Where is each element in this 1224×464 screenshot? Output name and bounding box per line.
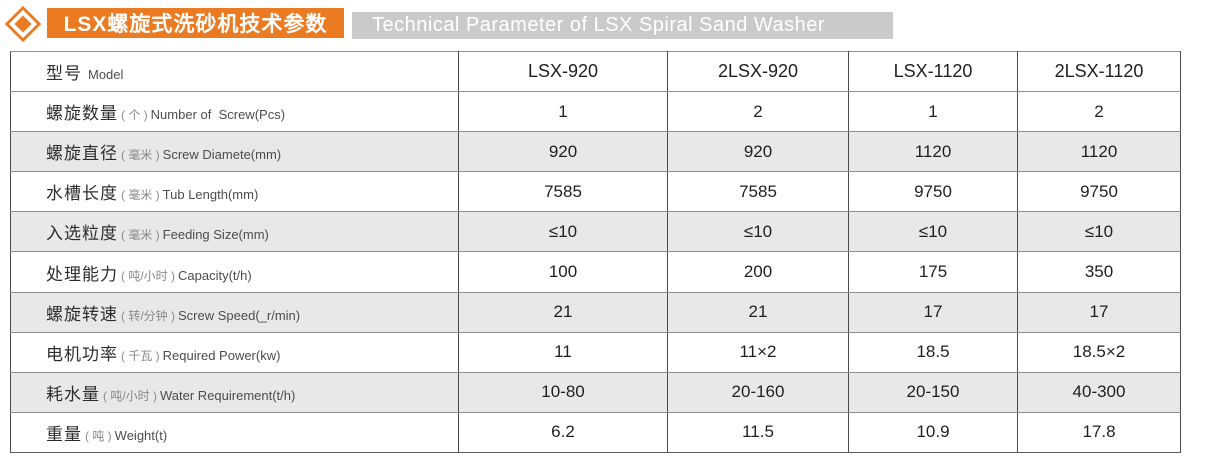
param-label: 螺旋转速( 转/分钟 ) Screw Speed(_r/min) bbox=[10, 291, 459, 333]
table-row-water-requirement: 耗水量( 吨/小时 ) Water Requirement(t/h) 10-80 … bbox=[10, 371, 1181, 413]
param-label: 处理能力( 吨/小时 ) Capacity(t/h) bbox=[10, 251, 459, 293]
param-value: 200 bbox=[667, 251, 849, 293]
param-label-cn: 水槽长度 bbox=[46, 184, 118, 204]
param-label-en: Tub Length(mm) bbox=[162, 187, 259, 203]
param-value: 1120 bbox=[1017, 131, 1181, 173]
param-label-paren: ( 吨/小时 ) bbox=[103, 388, 157, 403]
param-value: 1 bbox=[848, 91, 1018, 133]
param-value: 175 bbox=[848, 251, 1018, 293]
param-label-en: Model bbox=[88, 67, 124, 83]
param-value: ≤10 bbox=[667, 211, 849, 253]
param-value: ≤10 bbox=[1017, 211, 1181, 253]
param-label-cn: 螺旋转速 bbox=[46, 304, 118, 324]
param-value: 6.2 bbox=[458, 411, 668, 454]
param-value: 2 bbox=[667, 91, 849, 133]
param-value: 10.9 bbox=[848, 411, 1018, 454]
param-label-en: Required Power(kw) bbox=[162, 347, 281, 363]
param-label-cn: 重量 bbox=[46, 424, 82, 444]
param-value: 7585 bbox=[667, 171, 849, 213]
table-row-tub-length: 水槽长度( 毫米 ) Tub Length(mm) 7585 7585 9750 … bbox=[10, 171, 1181, 213]
param-value: ≤10 bbox=[848, 211, 1018, 253]
param-value: 920 bbox=[667, 131, 849, 173]
param-value: ≤10 bbox=[458, 211, 668, 253]
param-value: 20-160 bbox=[667, 371, 849, 413]
param-value: 18.5 bbox=[848, 331, 1018, 373]
param-label-cn: 螺旋数量 bbox=[46, 104, 118, 124]
param-value: LSX-1120 bbox=[848, 50, 1018, 93]
table-row-screw-diameter: 螺旋直径( 毫米 ) Screw Diamete(mm) 920 920 1120… bbox=[10, 131, 1181, 173]
param-label-en: Feeding Size(mm) bbox=[162, 227, 269, 243]
param-value: 21 bbox=[458, 291, 668, 333]
param-value: 9750 bbox=[1017, 171, 1181, 213]
param-label-en: Screw Diamete(mm) bbox=[162, 147, 282, 163]
param-label-paren: ( 转/分钟 ) bbox=[121, 308, 175, 323]
param-label: 螺旋数量( 个 ) Number of Screw(Pcs) bbox=[10, 91, 459, 133]
param-label-paren: ( 吨 ) bbox=[85, 428, 112, 443]
param-label: 螺旋直径( 毫米 ) Screw Diamete(mm) bbox=[10, 131, 459, 173]
param-label-paren: ( 毫米 ) bbox=[121, 148, 160, 163]
param-value: 920 bbox=[458, 131, 668, 173]
param-label-paren: ( 毫米 ) bbox=[121, 188, 160, 203]
param-value: 7585 bbox=[458, 171, 668, 213]
param-value: 17 bbox=[848, 291, 1018, 333]
param-label: 入选粒度( 毫米 ) Feeding Size(mm) bbox=[10, 211, 459, 253]
param-label-en: Capacity(t/h) bbox=[178, 267, 252, 283]
param-value: 2LSX-920 bbox=[667, 50, 849, 93]
param-label-paren: ( 个 ) bbox=[121, 108, 148, 123]
param-value: 2 bbox=[1017, 91, 1181, 133]
param-value: 9750 bbox=[848, 171, 1018, 213]
table-row-required-power: 电机功率( 千瓦 ) Required Power(kw) 11 11×2 18.… bbox=[10, 331, 1181, 373]
table-row-capacity: 处理能力( 吨/小时 ) Capacity(t/h) 100 200 175 35… bbox=[10, 251, 1181, 293]
param-value: LSX-920 bbox=[458, 50, 668, 93]
param-label: 水槽长度( 毫米 ) Tub Length(mm) bbox=[10, 171, 459, 213]
table-row-screw-speed: 螺旋转速( 转/分钟 ) Screw Speed(_r/min) 21 21 17… bbox=[10, 291, 1181, 333]
param-value: 11×2 bbox=[667, 331, 849, 373]
param-value: 1120 bbox=[848, 131, 1018, 173]
param-label-paren: ( 毫米 ) bbox=[121, 228, 160, 243]
spec-table-wrap: 型号 Model LSX-920 2LSX-920 LSX-1120 2LSX-1… bbox=[10, 50, 1181, 454]
title-banner-en: Technical Parameter of LSX Spiral Sand W… bbox=[352, 12, 893, 39]
param-label-cn: 入选粒度 bbox=[46, 224, 118, 244]
diamond-icon bbox=[4, 5, 42, 43]
param-value: 11.5 bbox=[667, 411, 849, 454]
param-label-cn: 耗水量 bbox=[46, 384, 100, 404]
param-label-cn: 螺旋直径 bbox=[46, 144, 118, 164]
table-row-weight: 重量( 吨 ) Weight(t) 6.2 11.5 10.9 17.8 bbox=[10, 411, 1181, 454]
param-label-cn: 处理能力 bbox=[46, 264, 118, 284]
param-value: 10-80 bbox=[458, 371, 668, 413]
param-label: 耗水量( 吨/小时 ) Water Requirement(t/h) bbox=[10, 371, 459, 413]
spec-table: 型号 Model LSX-920 2LSX-920 LSX-1120 2LSX-1… bbox=[10, 50, 1181, 454]
param-label-en: Water Requirement(t/h) bbox=[160, 387, 296, 403]
param-value: 350 bbox=[1017, 251, 1181, 293]
param-label-cn: 型号 bbox=[46, 64, 82, 84]
param-label-en: Number of Screw(Pcs) bbox=[150, 107, 286, 123]
param-value: 11 bbox=[458, 331, 668, 373]
param-label-en: Screw Speed(_r/min) bbox=[178, 307, 301, 323]
param-value: 18.5×2 bbox=[1017, 331, 1181, 373]
title-badge-cn: LSX螺旋式洗砂机技术参数 bbox=[47, 8, 344, 38]
param-label: 型号 Model bbox=[10, 50, 459, 93]
param-value: 1 bbox=[458, 91, 668, 133]
param-value: 17 bbox=[1017, 291, 1181, 333]
param-value: 100 bbox=[458, 251, 668, 293]
table-row-feeding-size: 入选粒度( 毫米 ) Feeding Size(mm) ≤10 ≤10 ≤10 ≤… bbox=[10, 211, 1181, 253]
param-label: 电机功率( 千瓦 ) Required Power(kw) bbox=[10, 331, 459, 373]
param-label-en: Weight(t) bbox=[114, 427, 168, 443]
table-row-screw-number: 螺旋数量( 个 ) Number of Screw(Pcs) 1 2 1 2 bbox=[10, 91, 1181, 133]
table-row-model: 型号 Model LSX-920 2LSX-920 LSX-1120 2LSX-1… bbox=[10, 50, 1181, 93]
param-value: 40-300 bbox=[1017, 371, 1181, 413]
param-label-paren: ( 千瓦 ) bbox=[121, 348, 160, 363]
param-value: 20-150 bbox=[848, 371, 1018, 413]
param-label: 重量( 吨 ) Weight(t) bbox=[10, 411, 459, 454]
param-label-paren: ( 吨/小时 ) bbox=[121, 268, 175, 283]
param-value: 21 bbox=[667, 291, 849, 333]
param-value: 2LSX-1120 bbox=[1017, 50, 1181, 93]
param-label-cn: 电机功率 bbox=[46, 344, 118, 364]
param-value: 17.8 bbox=[1017, 411, 1181, 454]
